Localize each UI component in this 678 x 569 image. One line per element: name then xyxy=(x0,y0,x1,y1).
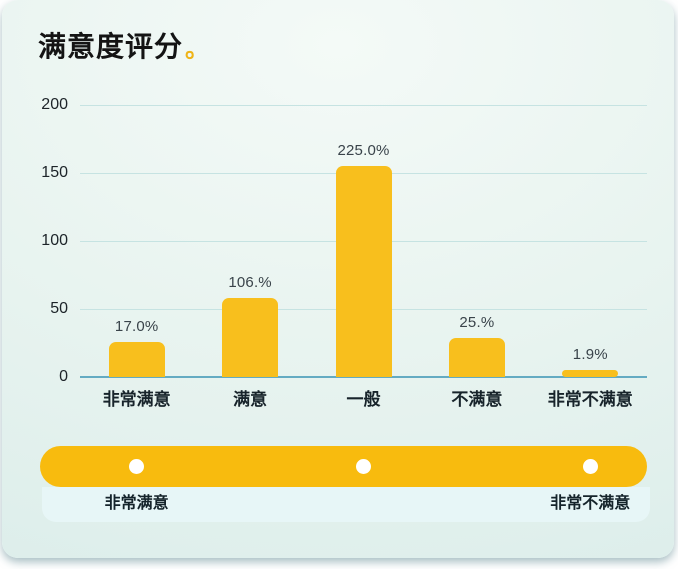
slider-dot[interactable] xyxy=(582,459,598,474)
title-accent-dot: 。 xyxy=(185,35,210,63)
bar xyxy=(335,166,392,377)
x-axis-category-label: 不满意 xyxy=(451,390,503,409)
x-axis-category-label: 一般 xyxy=(346,390,381,409)
slider-label-left: 非常满意 xyxy=(104,495,169,512)
slider-label-right: 非常不满意 xyxy=(550,495,631,512)
y-axis-tick-label: 0 xyxy=(59,368,68,385)
bar xyxy=(562,370,619,377)
bar xyxy=(108,342,165,377)
bar-value-label: 25.% xyxy=(459,314,495,331)
y-axis-tick-label: 150 xyxy=(41,164,68,181)
slider-dot[interactable] xyxy=(356,459,371,474)
y-axis-tick-label: 200 xyxy=(41,96,68,113)
bar-value-label: 106.% xyxy=(228,274,272,291)
bar-value-label: 225.0% xyxy=(337,142,390,159)
y-axis-tick-label: 50 xyxy=(50,300,68,317)
title-row: 满意度评分 。 xyxy=(38,30,209,64)
x-axis-category-label: 非常不满意 xyxy=(547,390,633,409)
x-axis-line xyxy=(80,376,647,378)
y-axis-tick-label: 100 xyxy=(41,232,68,249)
gridline xyxy=(80,105,647,106)
satisfaction-card: 满意度评分 。 0 50 100 150 200 17.0% 非常满意 106.% 满意 225.… xyxy=(2,0,674,558)
bar xyxy=(222,298,279,377)
slider-strip xyxy=(42,487,650,522)
slider-dot[interactable] xyxy=(129,459,145,474)
bar xyxy=(448,338,505,377)
bar-value-label: 17.0% xyxy=(114,318,159,335)
x-axis-category-label: 非常满意 xyxy=(102,390,171,409)
bar-value-label: 1.9% xyxy=(572,346,608,363)
page-title: 满意度评分 xyxy=(38,31,184,62)
x-axis-category-label: 满意 xyxy=(233,390,268,409)
